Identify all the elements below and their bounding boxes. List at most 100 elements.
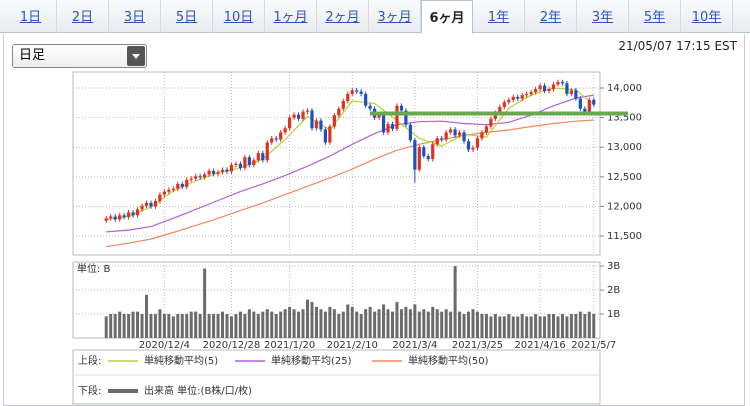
period-tab[interactable]: 2年 — [525, 0, 577, 33]
candle-body — [265, 142, 269, 161]
volume-bar — [534, 314, 538, 338]
period-tab[interactable]: 3日 — [109, 0, 161, 33]
volume-bar — [194, 311, 198, 338]
period-tab[interactable]: 1日 — [5, 0, 57, 33]
candle-body — [203, 174, 207, 178]
candle-body — [390, 124, 395, 129]
volume-bar — [355, 311, 359, 338]
volume-bar — [543, 316, 547, 338]
legend-label: 単純移動平均(5) — [144, 354, 218, 367]
volume-bar — [127, 314, 131, 338]
timestamp: 21/05/07 17:15 EST — [618, 39, 737, 53]
volume-bar — [198, 314, 202, 338]
candle-body — [480, 132, 484, 139]
candle-body — [162, 191, 166, 195]
candle-body — [131, 212, 135, 216]
period-tab[interactable]: 2日 — [57, 0, 109, 33]
candle-body — [109, 216, 113, 219]
candle-body — [574, 90, 578, 99]
moving-average-line — [106, 119, 594, 248]
volume-bar — [565, 316, 569, 338]
candle-body — [234, 163, 238, 165]
candle-body — [283, 128, 287, 133]
candle-body — [525, 93, 529, 96]
candle-body — [440, 138, 444, 140]
volume-bar — [162, 314, 166, 338]
volume-bar — [203, 268, 207, 338]
volume-bar — [270, 311, 274, 338]
volume-bar — [458, 311, 462, 338]
volume-bar — [583, 314, 587, 338]
volume-bar — [399, 309, 403, 338]
period-tab[interactable]: 3年 — [577, 0, 629, 33]
candle-body — [381, 114, 386, 133]
x-tick-label: 2020/12/4 — [139, 340, 190, 351]
period-tab[interactable]: 1ヶ月 — [265, 0, 317, 33]
legend-prefix: 下段: — [78, 384, 101, 397]
candle-body — [404, 110, 408, 125]
x-tick-label: 2021/2/10 — [327, 340, 378, 351]
period-tab[interactable]: 2ヶ月 — [317, 0, 369, 33]
y-tick-label: 2B — [607, 285, 620, 296]
candle-body — [279, 132, 283, 140]
volume-bar — [467, 311, 471, 338]
volume-bar — [297, 311, 301, 338]
volume-bar — [274, 314, 278, 338]
volume-bar — [449, 311, 453, 338]
candle-body — [337, 108, 341, 116]
volume-bar — [417, 311, 421, 338]
volume-bar — [377, 309, 381, 338]
volume-bar — [404, 306, 408, 338]
volume-bar — [216, 314, 220, 338]
candle-body — [332, 115, 336, 127]
candle-body — [176, 183, 180, 189]
period-tab[interactable]: 5年 — [629, 0, 681, 33]
period-tab[interactable]: 5日 — [161, 0, 213, 33]
candle-body — [113, 216, 117, 220]
candle-body — [167, 189, 171, 192]
volume-unit-label: 単位: B — [77, 262, 111, 275]
volume-bar — [493, 314, 497, 338]
dropdown-button[interactable] — [127, 46, 145, 66]
period-tab[interactable]: 10日 — [213, 0, 265, 33]
volume-bar — [529, 316, 533, 338]
volume-bar — [243, 314, 247, 338]
period-tab[interactable]: 10年 — [681, 0, 733, 33]
y-tick-label: 11,500 — [607, 231, 642, 242]
volume-bar — [413, 304, 417, 338]
volume-bar — [382, 304, 386, 338]
period-dropdown[interactable]: 日足 — [12, 44, 147, 68]
candle-body — [135, 209, 140, 216]
period-tab[interactable]: 6ヶ月 — [421, 0, 473, 34]
candle-body — [341, 101, 345, 109]
volume-bar — [578, 311, 582, 338]
volume-bar — [279, 311, 283, 338]
y-tick-label: 12,500 — [607, 172, 642, 183]
candle-body — [462, 132, 466, 142]
candle-body — [431, 144, 435, 160]
legend-label: 単純移動平均(25) — [271, 354, 352, 367]
period-tab[interactable]: 1年 — [473, 0, 525, 33]
volume-bar — [149, 314, 153, 338]
candle-body — [475, 138, 480, 148]
candle-body — [171, 188, 175, 190]
volume-bar — [310, 302, 314, 338]
volume-bar — [265, 309, 269, 338]
period-tab[interactable]: 3ヶ月 — [369, 0, 421, 33]
candle-body — [310, 110, 314, 129]
candle-body — [538, 85, 542, 90]
volume-bar — [538, 316, 542, 338]
volume-bar — [104, 316, 108, 338]
volume-bar — [574, 314, 578, 338]
candle-body — [435, 138, 439, 145]
volume-bar — [498, 316, 502, 338]
volume-bar — [283, 309, 287, 338]
volume-bar — [221, 311, 225, 338]
volume-bar — [395, 302, 399, 338]
volume-bar — [489, 316, 493, 338]
volume-bar — [328, 306, 332, 338]
candle-body — [216, 172, 220, 174]
volume-bar — [113, 314, 117, 338]
volume-bar — [171, 316, 175, 338]
